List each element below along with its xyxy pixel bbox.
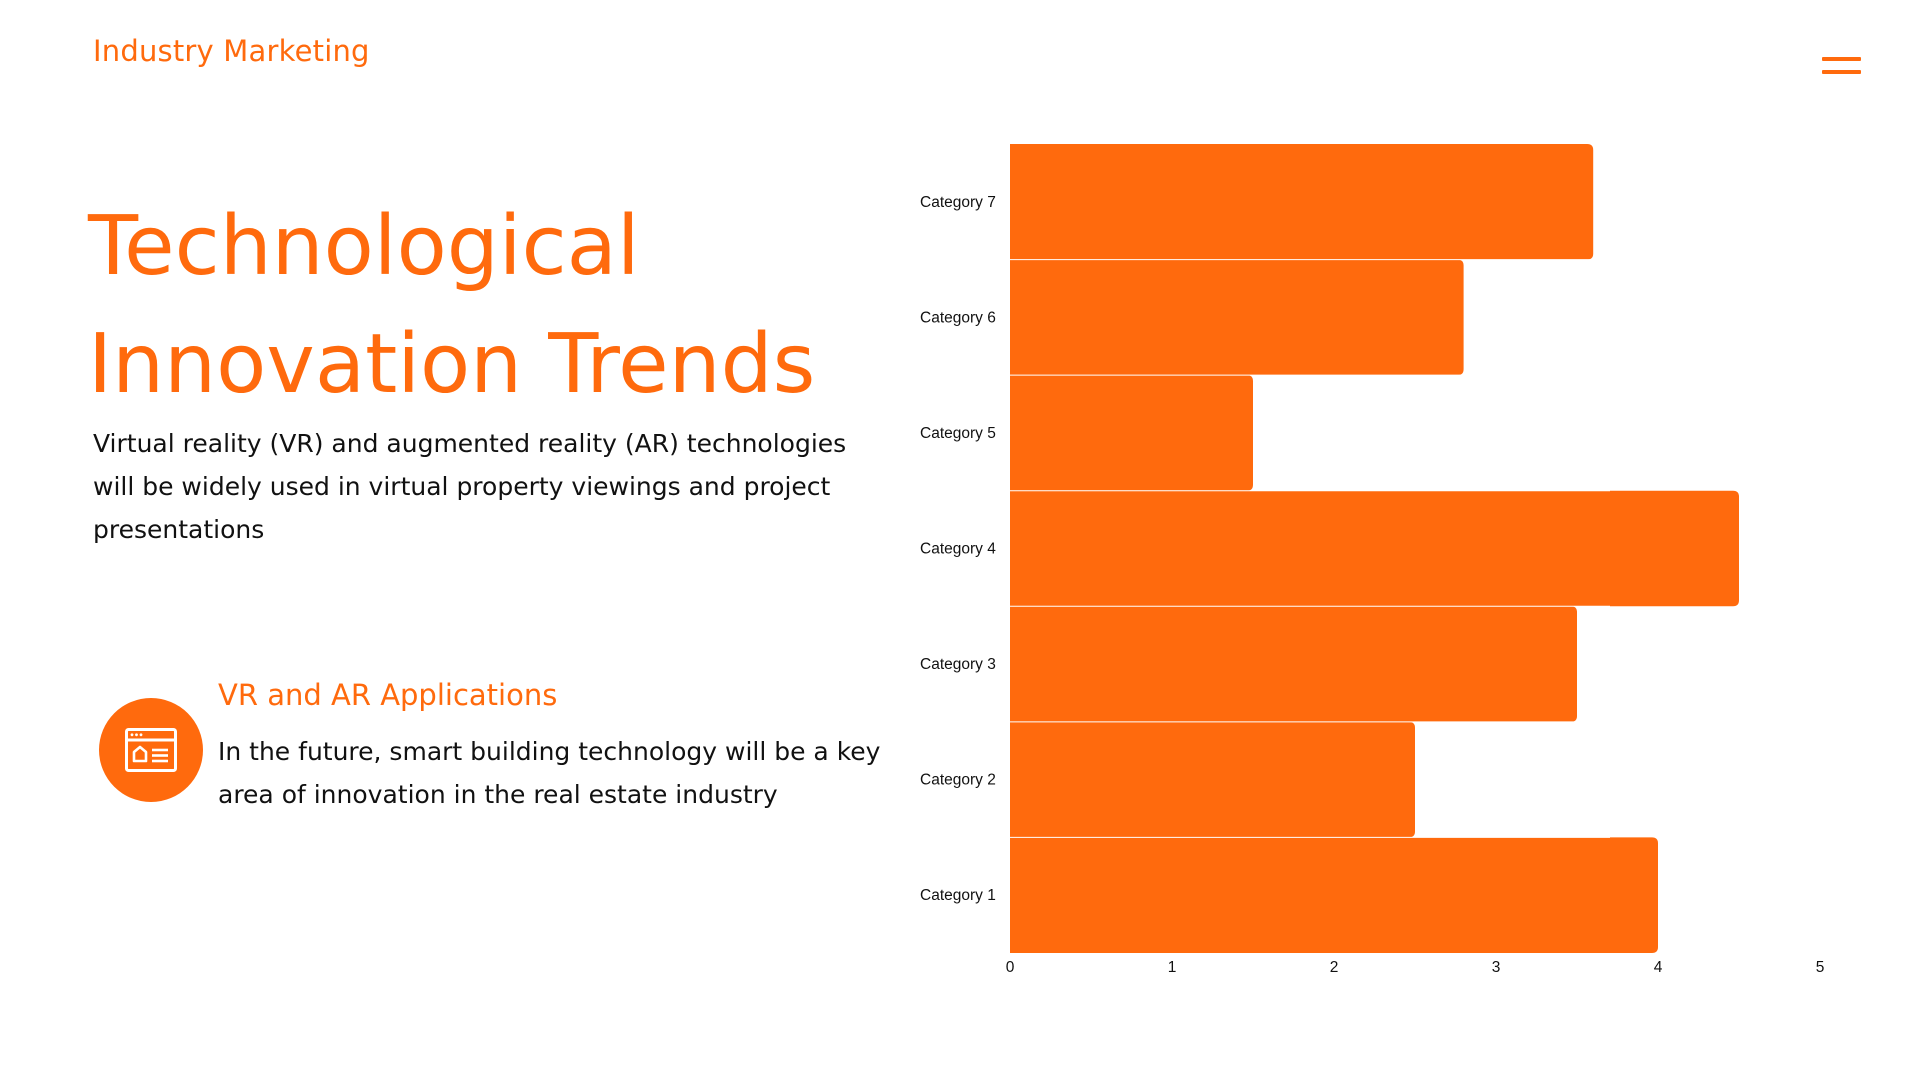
bar-category-1 bbox=[1010, 837, 1658, 953]
hamburger-menu-icon[interactable] bbox=[1822, 57, 1861, 77]
x-tick-label: 1 bbox=[1168, 959, 1177, 976]
x-tick-label: 5 bbox=[1816, 959, 1825, 976]
page-title: Technological Innovation Trends bbox=[88, 188, 908, 424]
category-label: Category 7 bbox=[920, 194, 996, 211]
bar-category-5 bbox=[1010, 375, 1253, 491]
bar-category-3 bbox=[1010, 606, 1577, 722]
menu-line bbox=[1822, 70, 1861, 74]
title-line-2: Innovation Trends bbox=[88, 317, 816, 412]
category-label: Category 3 bbox=[920, 656, 996, 673]
brand-title: Industry Marketing bbox=[93, 34, 370, 68]
feature-description: In the future, smart building technology… bbox=[218, 737, 881, 809]
x-tick-label: 2 bbox=[1330, 959, 1339, 976]
title-line-1: Technological bbox=[88, 199, 640, 294]
feature-title: VR and AR Applications bbox=[218, 678, 558, 712]
category-label: Category 1 bbox=[920, 887, 996, 904]
category-label: Category 6 bbox=[920, 309, 996, 326]
category-label: Category 4 bbox=[920, 541, 996, 558]
bar-category-6 bbox=[1010, 259, 1464, 376]
description-text: Virtual reality (VR) and augmented reali… bbox=[93, 429, 847, 544]
x-tick-label: 3 bbox=[1492, 959, 1501, 976]
x-tick-label: 4 bbox=[1654, 959, 1663, 976]
category-label: Category 2 bbox=[920, 772, 996, 789]
browser-window-home-icon bbox=[99, 698, 203, 802]
category-label: Category 5 bbox=[920, 425, 996, 442]
menu-line bbox=[1822, 57, 1861, 61]
bar-category-2 bbox=[1010, 721, 1415, 838]
bar-category-7 bbox=[1010, 144, 1594, 260]
x-tick-label: 0 bbox=[1006, 959, 1015, 976]
bar-category-4 bbox=[1010, 490, 1739, 607]
